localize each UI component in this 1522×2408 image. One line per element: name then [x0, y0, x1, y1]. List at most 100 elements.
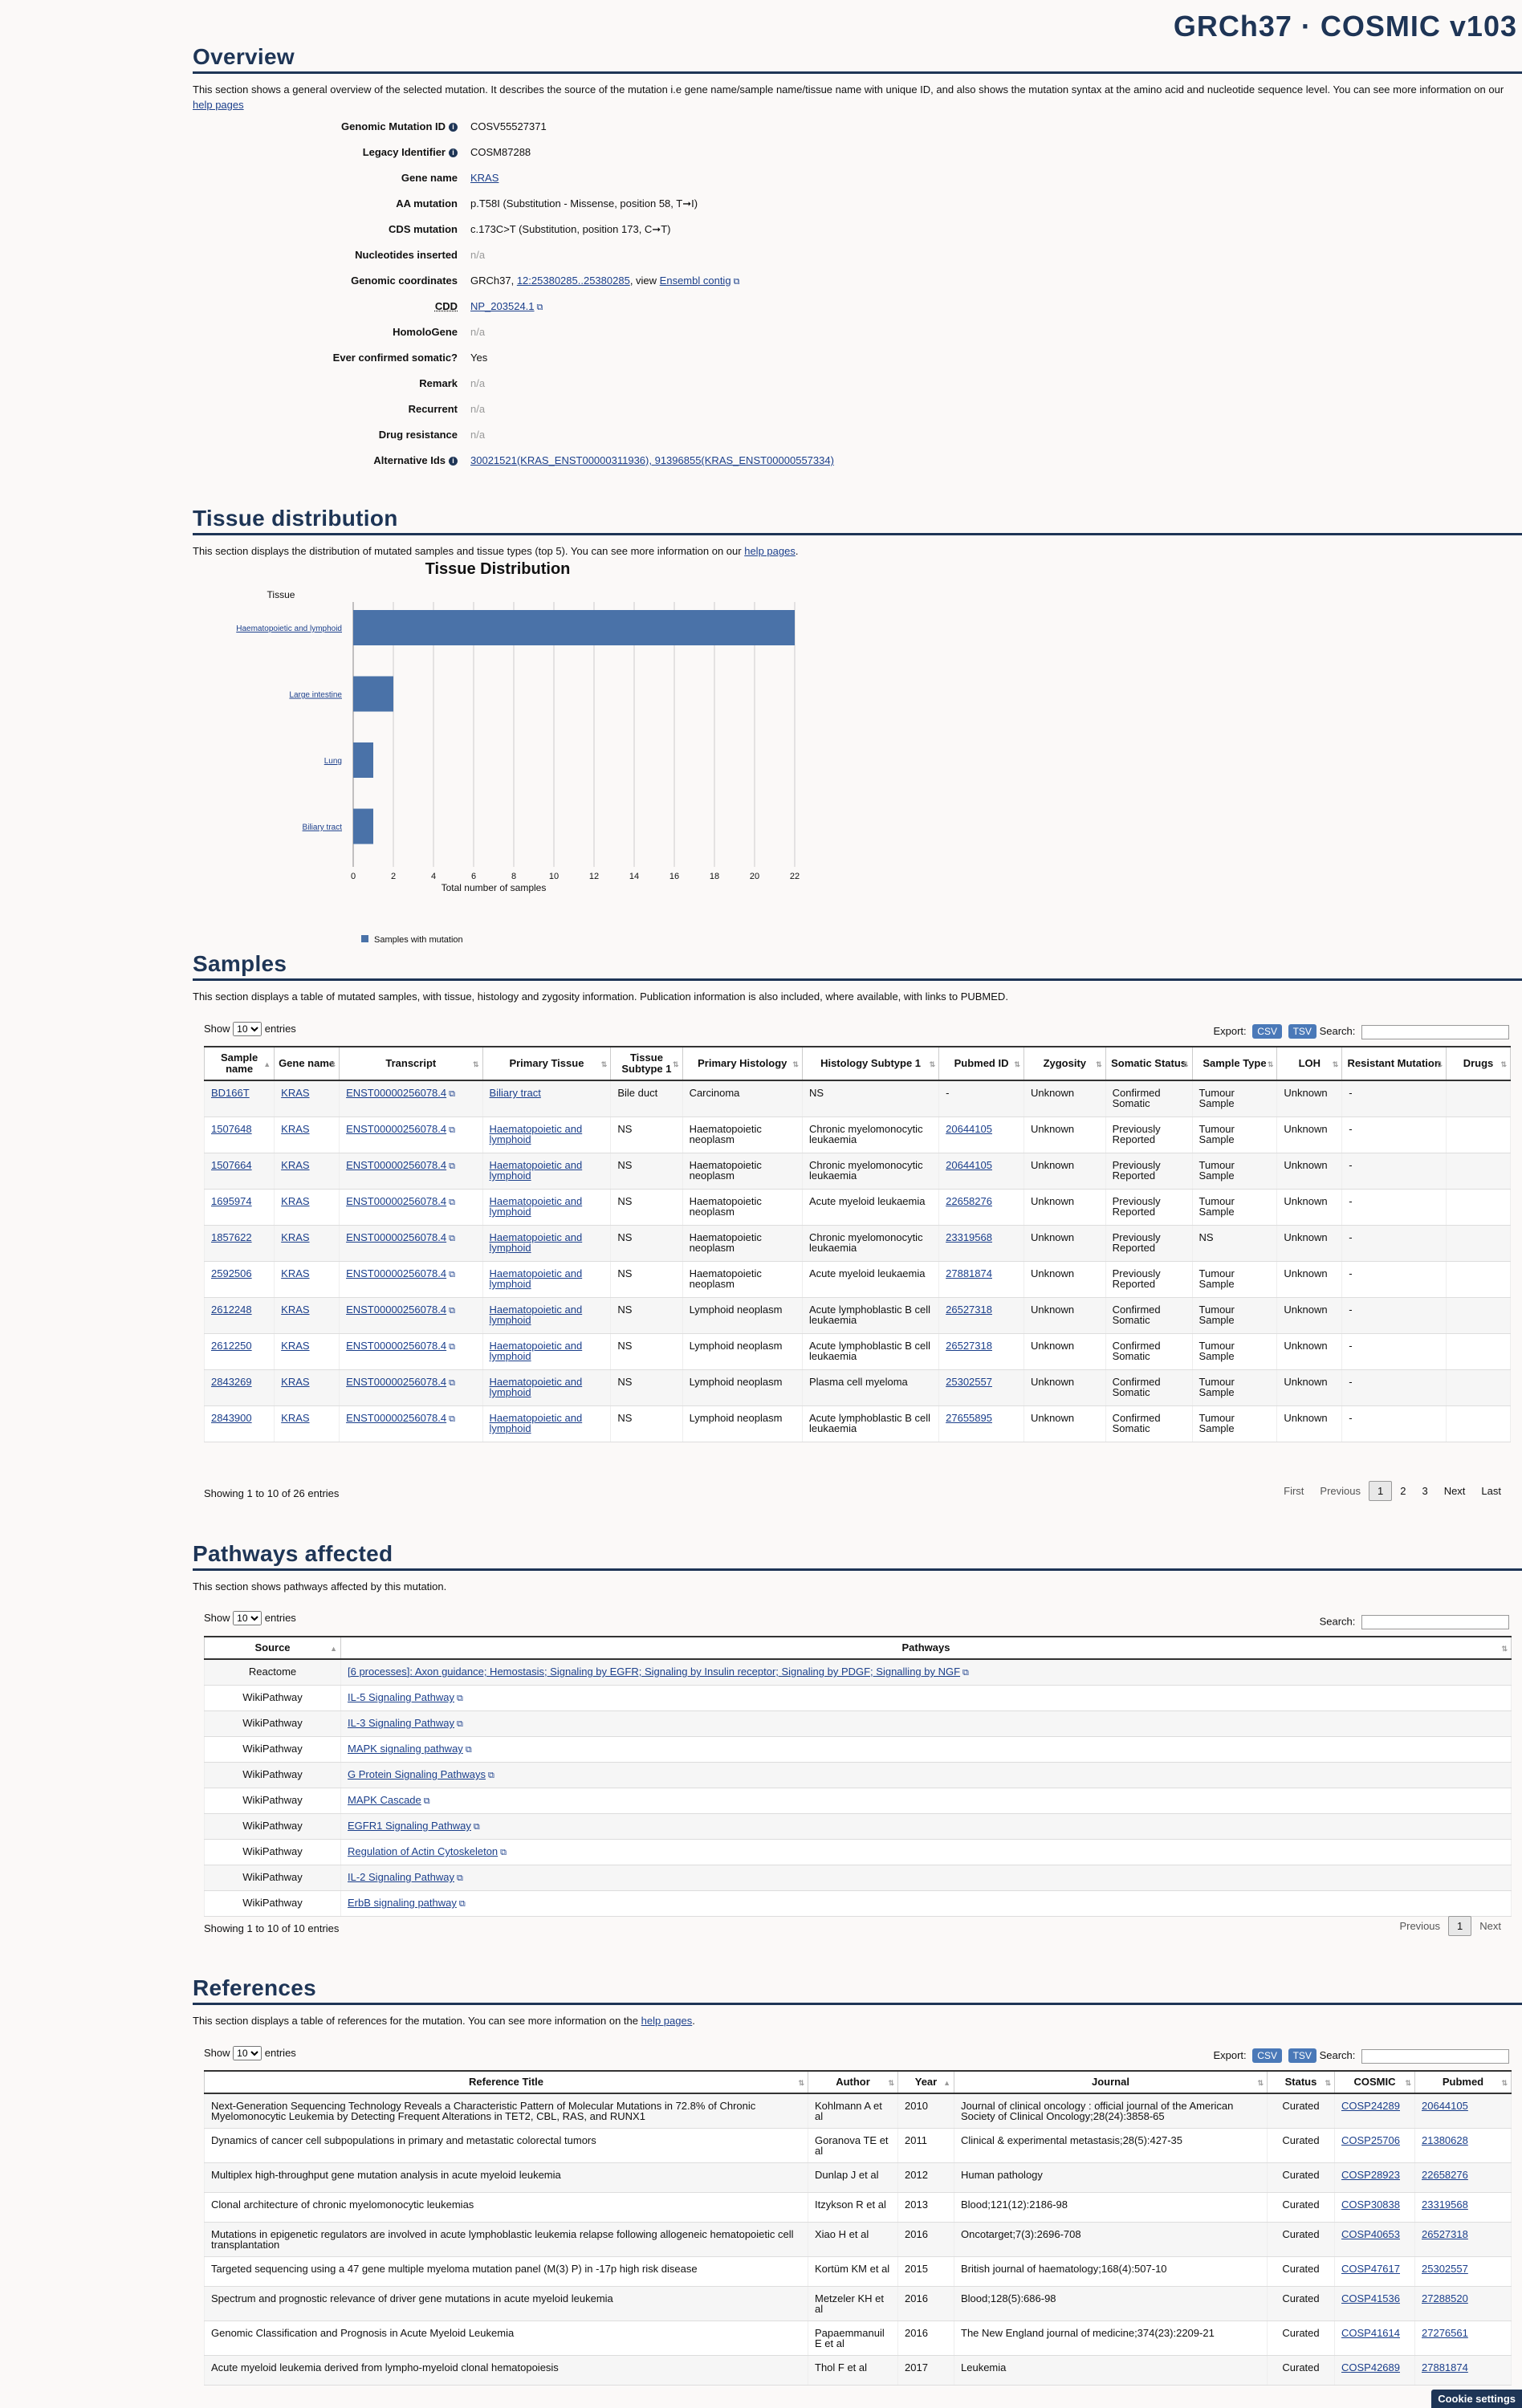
cell-link[interactable]: IL-5 Signaling Pathway	[348, 1691, 454, 1703]
column-header[interactable]: Histology Subtype 1 ⇅	[801, 1046, 940, 1081]
column-header[interactable]: Pubmed ⇅	[1414, 2070, 1512, 2094]
column-header[interactable]: Pubmed ID ⇅	[938, 1046, 1024, 1081]
cell-link[interactable]: 26527318	[946, 1304, 992, 1316]
column-header[interactable]: Primary Tissue ⇅	[482, 1046, 612, 1081]
cell-link[interactable]: KRAS	[281, 1231, 310, 1243]
pager-1-button[interactable]: 1	[1448, 1916, 1472, 1936]
cell-link[interactable]: IL-2 Signaling Pathway	[348, 1871, 454, 1883]
genomic-coordinates-link[interactable]: 12:25380285..25380285	[516, 275, 630, 287]
cell-link[interactable]: Haematopoietic and lymphoid	[489, 1304, 583, 1326]
pager-first-button[interactable]: First	[1284, 1485, 1304, 1497]
cell-link[interactable]: ENST00000256078.4	[346, 1267, 447, 1279]
cell-link[interactable]: COSP30838	[1341, 2199, 1400, 2211]
cell-link[interactable]: 22658276	[1422, 2169, 1468, 2181]
cell-link[interactable]: 1857622	[211, 1231, 252, 1243]
cell-link[interactable]: Haematopoietic and lymphoid	[489, 1412, 583, 1434]
cell-link[interactable]: 27881874	[1422, 2361, 1468, 2373]
cell-link[interactable]: Haematopoietic and lymphoid	[489, 1159, 583, 1182]
cell-link[interactable]: 20644105	[946, 1123, 992, 1135]
cell-link[interactable]: EGFR1 Signaling Pathway	[348, 1820, 471, 1832]
pager-next-button[interactable]: Next	[1443, 1485, 1466, 1497]
pager-3-button[interactable]: 3	[1422, 1485, 1428, 1497]
cell-link[interactable]: KRAS	[281, 1376, 310, 1388]
pager-previous-button[interactable]: Previous	[1399, 1920, 1441, 1932]
cell-link[interactable]: Haematopoietic and lymphoid	[489, 1267, 583, 1290]
cell-link[interactable]: COSP47617	[1341, 2263, 1400, 2275]
chart-category-label[interactable]: Lung	[324, 757, 342, 766]
column-header[interactable]: Somatic Status ⇅	[1105, 1046, 1193, 1081]
column-header[interactable]: Reference Title ⇅	[204, 2070, 808, 2094]
column-header[interactable]: Drugs ⇅	[1446, 1046, 1511, 1081]
cell-link[interactable]: 1695974	[211, 1195, 252, 1207]
cell-link[interactable]: KRAS	[281, 1340, 310, 1352]
cell-link[interactable]: [6 processes]: Axon guidance; Hemostasis…	[348, 1666, 961, 1678]
cell-link[interactable]: KRAS	[281, 1412, 310, 1424]
column-header[interactable]: Pathways ⇅	[340, 1636, 1512, 1660]
column-header[interactable]: Source ▲	[204, 1636, 341, 1660]
column-header[interactable]: Author ⇅	[808, 2070, 898, 2094]
column-header[interactable]: COSMIC ⇅	[1334, 2070, 1415, 2094]
info-icon[interactable]: i	[449, 148, 458, 157]
cell-link[interactable]: IL-3 Signaling Pathway	[348, 1717, 454, 1729]
cell-link[interactable]: G Protein Signaling Pathways	[348, 1768, 486, 1780]
cell-link[interactable]: 21380628	[1422, 2134, 1468, 2146]
references-page-size-select[interactable]: 10	[233, 2046, 262, 2060]
samples-tsv-button[interactable]: TSV	[1288, 1024, 1316, 1039]
column-header[interactable]: Primary Histology ⇅	[682, 1046, 803, 1081]
column-header[interactable]: Transcript ⇅	[339, 1046, 483, 1081]
pager-last-button[interactable]: Last	[1481, 1485, 1501, 1497]
pathways-search-input[interactable]	[1361, 1615, 1509, 1629]
cell-link[interactable]: 2612250	[211, 1340, 252, 1352]
cell-link[interactable]: 26527318	[1422, 2228, 1468, 2240]
cell-link[interactable]: Haematopoietic and lymphoid	[489, 1231, 583, 1254]
column-header[interactable]: Resistant Mutation ⇅	[1341, 1046, 1447, 1081]
cell-link[interactable]: 2612248	[211, 1304, 252, 1316]
cell-link[interactable]: 20644105	[1422, 2100, 1468, 2112]
references-csv-button[interactable]: CSV	[1252, 2048, 1282, 2063]
cell-link[interactable]: MAPK signaling pathway	[348, 1743, 463, 1755]
cell-link[interactable]: ENST00000256078.4	[346, 1376, 447, 1388]
chart-category-label[interactable]: Large intestine	[289, 691, 342, 700]
info-icon[interactable]: i	[449, 123, 458, 132]
column-header[interactable]: Sample name ▲	[203, 1046, 275, 1081]
cell-link[interactable]: COSP25706	[1341, 2134, 1400, 2146]
overview-help-link[interactable]: help pages	[193, 99, 244, 111]
column-header[interactable]: Status ⇅	[1267, 2070, 1335, 2094]
pathways-page-size-select[interactable]: 10	[233, 1611, 262, 1625]
cell-link[interactable]: KRAS	[281, 1304, 310, 1316]
cell-link[interactable]: 25302557	[946, 1376, 992, 1388]
cell-link[interactable]: ENST00000256078.4	[346, 1304, 447, 1316]
tissue-help-link[interactable]: help pages	[744, 545, 796, 557]
pager-2-button[interactable]: 2	[1400, 1485, 1406, 1497]
cell-link[interactable]: BD166T	[211, 1087, 250, 1099]
samples-search-input[interactable]	[1361, 1024, 1509, 1039]
references-help-link[interactable]: help pages	[641, 2015, 693, 2027]
cell-link[interactable]: COSP24289	[1341, 2100, 1400, 2112]
cell-link[interactable]: MAPK Cascade	[348, 1794, 421, 1806]
cell-link[interactable]: 27276561	[1422, 2327, 1468, 2339]
cell-link[interactable]: COSP40653	[1341, 2228, 1400, 2240]
cell-link[interactable]: COSP41536	[1341, 2292, 1400, 2304]
references-tsv-button[interactable]: TSV	[1288, 2048, 1316, 2063]
cookie-settings-button[interactable]: Cookie settings	[1431, 2390, 1522, 2408]
ensembl-contig-link[interactable]: Ensembl contig	[659, 275, 731, 287]
cell-link[interactable]: KRAS	[281, 1267, 310, 1279]
pager-1-button[interactable]: 1	[1368, 1481, 1393, 1501]
cell-link[interactable]: 20644105	[946, 1159, 992, 1171]
pager-previous-button[interactable]: Previous	[1320, 1485, 1361, 1497]
cell-link[interactable]: 2843269	[211, 1376, 252, 1388]
cell-link[interactable]: Haematopoietic and lymphoid	[489, 1123, 583, 1145]
cell-link[interactable]: Biliary tract	[489, 1087, 541, 1099]
cell-link[interactable]: 25302557	[1422, 2263, 1468, 2275]
column-header[interactable]: Sample Type ⇅	[1191, 1046, 1278, 1081]
info-icon[interactable]: i	[449, 457, 458, 466]
cell-link[interactable]: Haematopoietic and lymphoid	[489, 1376, 583, 1398]
column-header[interactable]: Zygosity ⇅	[1023, 1046, 1106, 1081]
cell-link[interactable]: ENST00000256078.4	[346, 1195, 447, 1207]
cell-link[interactable]: 27881874	[946, 1267, 992, 1279]
column-header[interactable]: Gene name ⇅	[274, 1046, 340, 1081]
cell-link[interactable]: KRAS	[281, 1159, 310, 1171]
cell-link[interactable]: Haematopoietic and lymphoid	[489, 1340, 583, 1362]
cell-link[interactable]: 1507664	[211, 1159, 252, 1171]
column-header[interactable]: LOH ⇅	[1276, 1046, 1343, 1081]
